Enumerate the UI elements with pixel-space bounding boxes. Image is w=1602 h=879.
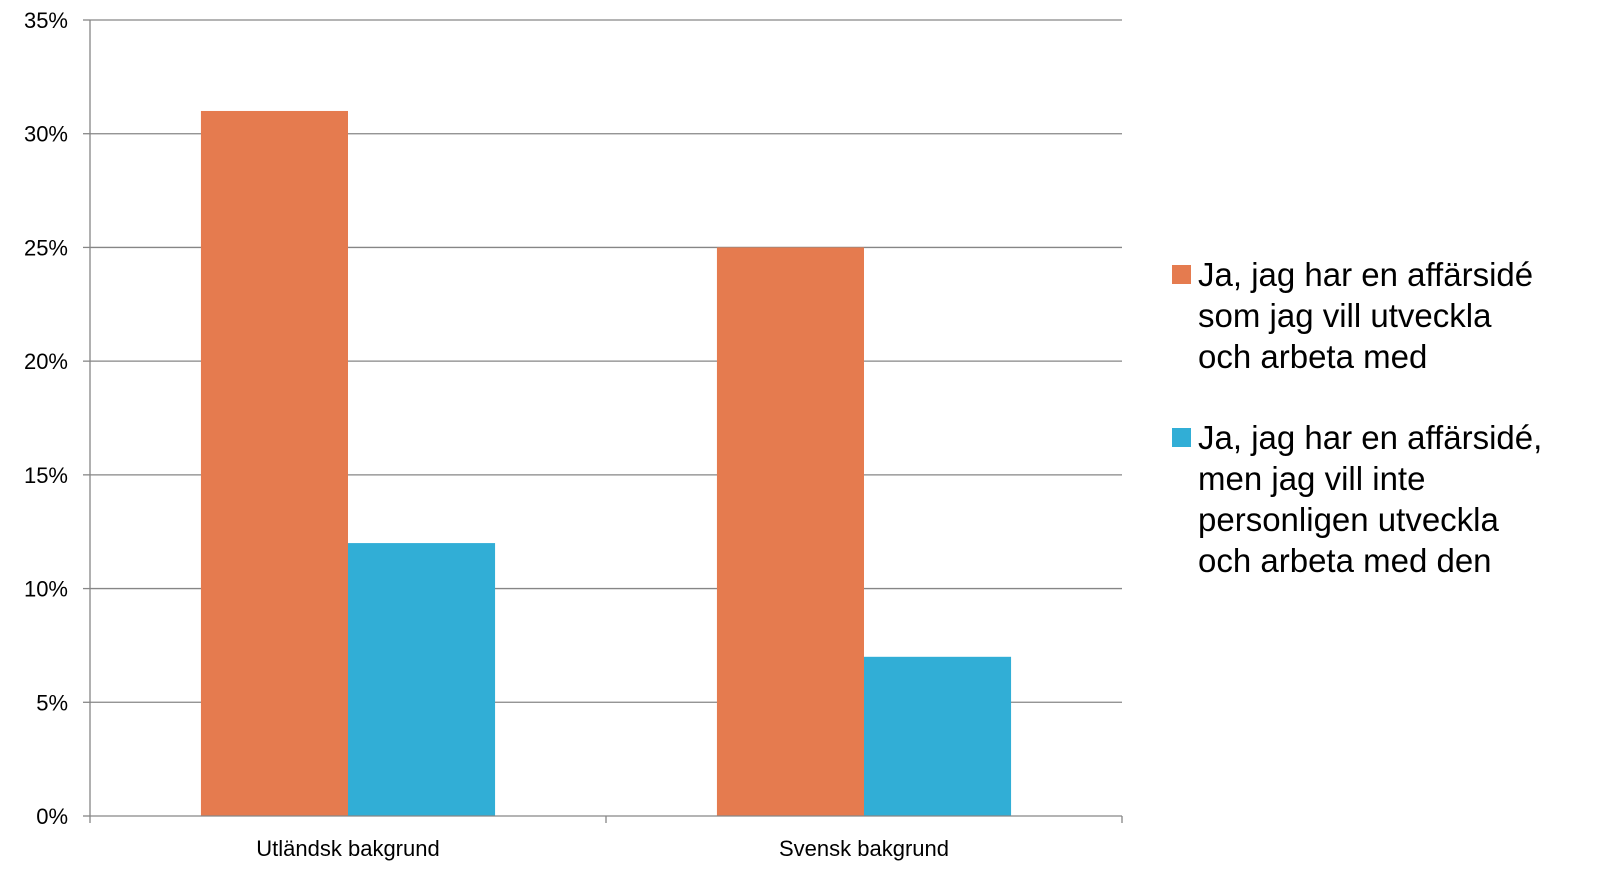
legend-label-series-2: Ja, jag har en affärsidé, men jag vill i…	[1198, 419, 1543, 579]
y-tick-label: 0%	[36, 804, 68, 829]
y-tick-label: 35%	[24, 8, 68, 33]
bars	[200, 110, 1012, 816]
y-tick-label: 25%	[24, 235, 68, 260]
y-tick-label: 30%	[24, 122, 68, 147]
y-tick-label: 15%	[24, 463, 68, 488]
x-tick-label: Utländsk bakgrund	[256, 836, 439, 861]
y-tick-label: 20%	[24, 349, 68, 374]
legend-swatch-series-1	[1172, 265, 1191, 284]
chart-legend: Ja, jag har en affärsidé som jag vill ut…	[1172, 254, 1592, 621]
x-tick-label: Svensk bakgrund	[779, 836, 949, 861]
y-tick-label: 5%	[36, 690, 68, 715]
legend-item-series-1: Ja, jag har en affärsidé som jag vill ut…	[1172, 254, 1592, 377]
bar-series-1-2	[716, 247, 864, 816]
legend-item-series-2: Ja, jag har en affärsidé, men jag vill i…	[1172, 417, 1592, 581]
bar-series-2-2	[864, 656, 1012, 816]
y-tick-label: 10%	[24, 577, 68, 602]
tick-labels: 0% 5% 10% 15% 20% 25% 30% 35% Utländsk bakgrund S…	[24, 8, 949, 861]
bar-series-2-1	[348, 543, 496, 816]
legend-label-series-1: Ja, jag har en affärsidé som jag vill ut…	[1198, 256, 1534, 375]
legend-swatch-series-2	[1172, 428, 1191, 447]
axes	[83, 19, 1123, 823]
bar-series-1-1	[200, 110, 348, 816]
